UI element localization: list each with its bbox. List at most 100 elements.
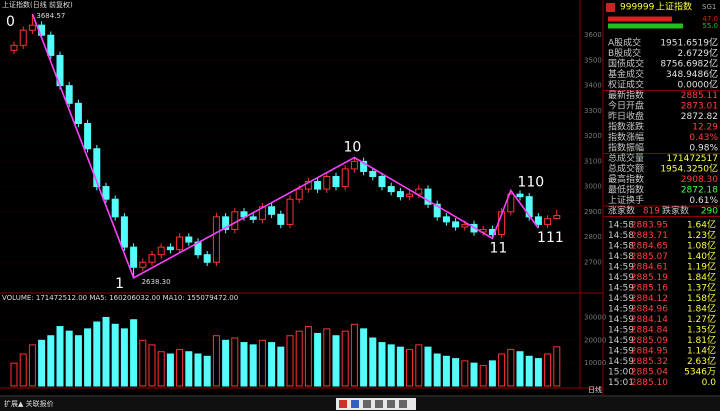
tick-price: 2885.32 — [631, 357, 668, 367]
stat-label: 今日开盘 — [608, 100, 644, 112]
y-tick-label: 30000 — [584, 313, 606, 321]
candle-body — [461, 223, 469, 228]
tick-volume: 1.81亿 — [687, 334, 716, 346]
volume-bar — [498, 353, 506, 387]
tick-time: 14:59 — [608, 315, 634, 325]
ratio-bar — [608, 23, 683, 29]
candle-body — [553, 215, 561, 220]
volume-bar — [553, 346, 561, 387]
toolbar-icon[interactable] — [399, 400, 407, 408]
stat-label: 权证成交 — [608, 79, 644, 91]
toolbar-icon[interactable] — [363, 400, 371, 408]
wave-line — [31, 13, 540, 279]
volume-bar — [304, 326, 312, 387]
volume-bar — [249, 344, 257, 387]
low-label: 2638.30 — [142, 278, 171, 286]
bottom-tabs[interactable]: 扩展▲ 关联报价 — [4, 399, 54, 408]
volume-bar — [525, 355, 533, 387]
volume-bar — [47, 335, 55, 387]
candle-body — [157, 246, 165, 256]
tick-time: 14:58 — [608, 221, 634, 231]
candle-body — [378, 175, 386, 188]
stock-tag: SG1 — [702, 3, 716, 11]
tick-price: 2885.10 — [631, 378, 668, 388]
stat-value: 2885.11 — [681, 91, 718, 101]
volume-bar — [424, 346, 432, 387]
wave-label: 0 — [6, 14, 15, 30]
volume-bar — [433, 353, 441, 387]
stat-label: A股成交 — [608, 37, 641, 49]
wave-label: 1 — [115, 276, 124, 292]
stat-value: 0.0000亿 — [678, 79, 719, 91]
candle-body — [148, 254, 156, 263]
volume-bar — [38, 339, 46, 387]
candle-body — [249, 216, 257, 220]
stat-value: 8756.6982亿 — [660, 58, 718, 70]
stock-icon — [606, 3, 615, 12]
chart-title: 上证指数(日线 前复权) — [2, 0, 73, 9]
y-tick-label: 2900 — [584, 208, 602, 216]
period-label[interactable]: 日线 — [588, 385, 602, 394]
candle-body — [442, 216, 450, 223]
toolbar-icon[interactable] — [339, 400, 347, 408]
volume-label: VOLUME: 171472512.00 MA5: 160206032.00 M… — [2, 294, 238, 302]
stat-value: 0.61% — [689, 196, 718, 206]
tick-volume: 1.23亿 — [687, 229, 716, 241]
tick-volume: 1.37亿 — [687, 282, 716, 294]
candle-body — [433, 203, 441, 218]
volume-bar — [350, 323, 358, 387]
candle-body — [415, 188, 423, 195]
tick-time: 15:01 — [608, 378, 634, 388]
candle-body — [304, 181, 312, 190]
volume-bar — [111, 323, 119, 387]
volume-bar — [544, 353, 552, 387]
volume-bar — [84, 328, 92, 387]
volume-bar — [56, 326, 64, 387]
tick-time: 14:59 — [608, 326, 634, 336]
tick-volume: 1.40亿 — [687, 250, 716, 262]
stat-label: 最新指数 — [608, 89, 644, 101]
candle-body — [93, 148, 101, 188]
tick-price: 2883.71 — [631, 231, 668, 241]
volume-bar — [332, 335, 340, 387]
candle-body — [84, 123, 92, 150]
candle-body — [102, 186, 110, 200]
candle-body — [258, 206, 266, 220]
volume-bar — [176, 348, 184, 387]
toolbar-icon[interactable] — [375, 400, 383, 408]
y-tick-label: 20000 — [584, 336, 606, 344]
tick-volume: 1.84亿 — [687, 303, 716, 315]
toolbar-icon[interactable] — [351, 400, 359, 408]
volume-bar — [222, 339, 230, 387]
candle-body — [47, 34, 55, 56]
volume-bar — [231, 337, 239, 387]
tick-volume: 1.14亿 — [687, 345, 716, 357]
tick-price: 2884.14 — [631, 315, 668, 325]
volume-bar — [369, 337, 377, 387]
stat-label: 昨日收盘 — [608, 110, 644, 122]
y-tick-label: 2700 — [584, 258, 602, 266]
stat-value: 0.98% — [689, 144, 718, 154]
candle-body — [396, 191, 404, 198]
ratio-bar — [608, 16, 673, 22]
toolbar-icon[interactable] — [387, 400, 395, 408]
stat-label: 基金成交 — [608, 68, 644, 80]
volume-bar — [360, 328, 368, 387]
tick-price: 2884.61 — [631, 263, 668, 273]
volume-bar — [442, 355, 450, 387]
volume-bar — [488, 360, 496, 387]
toolbar[interactable] — [336, 398, 416, 410]
volume-bar — [194, 353, 202, 387]
tick-time: 14:58 — [608, 231, 634, 241]
volume-bar — [19, 353, 27, 387]
stat-label: 总成交额 — [608, 163, 644, 175]
stat-value: 2872.82 — [681, 112, 718, 122]
candle-body — [222, 216, 230, 230]
volume-bar — [461, 360, 469, 387]
volume-bar — [277, 346, 285, 387]
tick-time: 15:00 — [608, 368, 634, 378]
volume-bar — [120, 328, 128, 387]
breadth-label: 跌家数 — [662, 205, 689, 217]
tick-time: 14:59 — [608, 305, 634, 315]
